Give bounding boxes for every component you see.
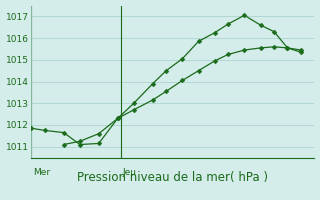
Text: Mer: Mer (33, 168, 50, 177)
Text: Jeu: Jeu (123, 168, 136, 177)
X-axis label: Pression niveau de la mer( hPa ): Pression niveau de la mer( hPa ) (77, 171, 268, 184)
